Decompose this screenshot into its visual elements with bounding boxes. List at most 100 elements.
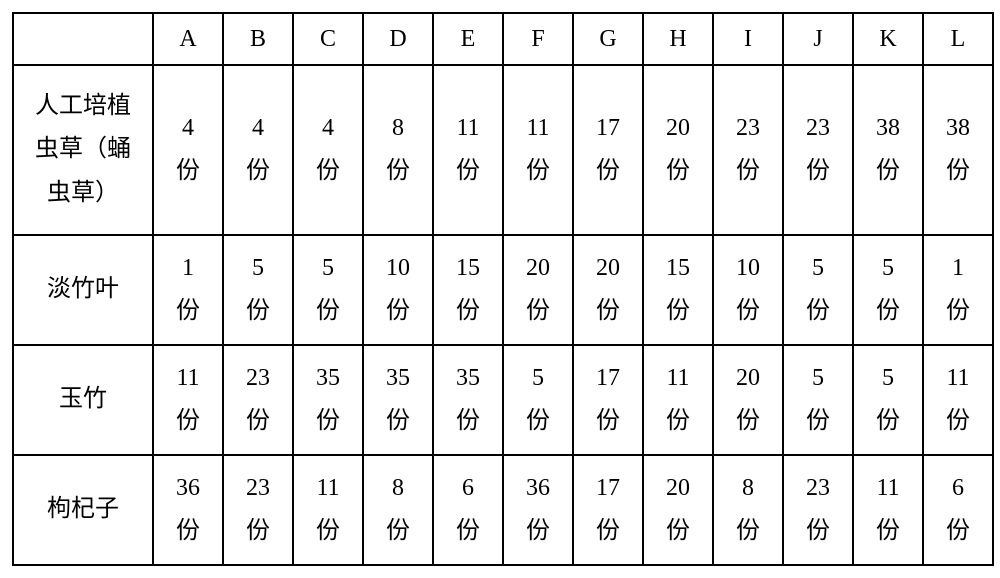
- cell: 6份: [923, 455, 993, 565]
- cell-unit: 份: [228, 510, 288, 553]
- cell-unit: 份: [788, 400, 848, 443]
- cell: 10份: [363, 235, 433, 345]
- cell: 23份: [783, 65, 853, 235]
- cell-value: 23: [788, 467, 848, 510]
- cell: 35份: [433, 345, 503, 455]
- cell: 20份: [643, 455, 713, 565]
- cell: 23份: [783, 455, 853, 565]
- cell-value: 35: [368, 357, 428, 400]
- cell-value: 11: [858, 467, 918, 510]
- cell-unit: 份: [648, 400, 708, 443]
- cell-value: 11: [648, 357, 708, 400]
- cell-value: 23: [718, 107, 778, 150]
- cell-value: 11: [298, 467, 358, 510]
- cell-unit: 份: [438, 510, 498, 553]
- cell: 17份: [573, 455, 643, 565]
- cell: 15份: [433, 235, 503, 345]
- cell: 23份: [713, 65, 783, 235]
- col-header: F: [503, 13, 573, 65]
- cell: 5份: [223, 235, 293, 345]
- cell: 5份: [853, 235, 923, 345]
- cell-value: 20: [508, 247, 568, 290]
- cell-unit: 份: [228, 150, 288, 193]
- cell-unit: 份: [858, 510, 918, 553]
- col-header: D: [363, 13, 433, 65]
- table-row: 淡竹叶 1份 5份 5份 10份 15份 20份 20份 15份 10份 5份 …: [13, 235, 993, 345]
- cell-value: 5: [508, 357, 568, 400]
- cell-value: 20: [578, 247, 638, 290]
- cell: 4份: [223, 65, 293, 235]
- col-header: E: [433, 13, 503, 65]
- cell: 20份: [573, 235, 643, 345]
- cell-unit: 份: [928, 150, 988, 193]
- col-header: H: [643, 13, 713, 65]
- cell-unit: 份: [648, 290, 708, 333]
- cell-unit: 份: [928, 290, 988, 333]
- cell: 23份: [223, 455, 293, 565]
- cell: 11份: [503, 65, 573, 235]
- cell-value: 1: [158, 247, 218, 290]
- row-label: 玉竹: [13, 345, 153, 455]
- cell: 20份: [713, 345, 783, 455]
- cell: 4份: [153, 65, 223, 235]
- cell-value: 10: [368, 247, 428, 290]
- cell-unit: 份: [718, 400, 778, 443]
- row-label: 淡竹叶: [13, 235, 153, 345]
- cell: 5份: [853, 345, 923, 455]
- cell: 8份: [713, 455, 783, 565]
- cell-value: 38: [858, 107, 918, 150]
- cell-value: 4: [298, 107, 358, 150]
- cell: 11份: [923, 345, 993, 455]
- cell-value: 5: [788, 357, 848, 400]
- header-blank: [13, 13, 153, 65]
- cell-unit: 份: [158, 290, 218, 333]
- row-label-line: 人工培植: [18, 85, 148, 128]
- row-label-line: 虫草）: [18, 172, 148, 215]
- cell-unit: 份: [158, 150, 218, 193]
- cell-unit: 份: [928, 510, 988, 553]
- col-header: A: [153, 13, 223, 65]
- cell-value: 23: [228, 467, 288, 510]
- cell-unit: 份: [648, 510, 708, 553]
- cell-value: 23: [228, 357, 288, 400]
- cell-unit: 份: [788, 290, 848, 333]
- cell-value: 8: [368, 107, 428, 150]
- row-label-line: 虫草（蛹: [18, 128, 148, 171]
- cell-value: 5: [858, 357, 918, 400]
- cell: 15份: [643, 235, 713, 345]
- table-row: 玉竹 11份 23份 35份 35份 35份 5份 17份 11份 20份 5份…: [13, 345, 993, 455]
- cell-unit: 份: [368, 400, 428, 443]
- cell-unit: 份: [508, 510, 568, 553]
- cell-value: 11: [928, 357, 988, 400]
- cell: 1份: [923, 235, 993, 345]
- cell-value: 5: [228, 247, 288, 290]
- col-header: G: [573, 13, 643, 65]
- col-header: K: [853, 13, 923, 65]
- col-header: L: [923, 13, 993, 65]
- cell-value: 36: [158, 467, 218, 510]
- cell-unit: 份: [578, 290, 638, 333]
- cell-value: 8: [718, 467, 778, 510]
- cell: 36份: [153, 455, 223, 565]
- cell-value: 8: [368, 467, 428, 510]
- col-header: C: [293, 13, 363, 65]
- cell-value: 6: [928, 467, 988, 510]
- cell-unit: 份: [858, 400, 918, 443]
- cell-value: 15: [648, 247, 708, 290]
- cell-unit: 份: [228, 400, 288, 443]
- col-header: J: [783, 13, 853, 65]
- cell-unit: 份: [788, 150, 848, 193]
- cell: 10份: [713, 235, 783, 345]
- cell-unit: 份: [158, 510, 218, 553]
- cell-unit: 份: [648, 150, 708, 193]
- cell: 5份: [783, 345, 853, 455]
- row-label: 人工培植 虫草（蛹 虫草）: [13, 65, 153, 235]
- cell: 35份: [293, 345, 363, 455]
- cell-value: 5: [298, 247, 358, 290]
- cell: 38份: [853, 65, 923, 235]
- ingredients-table: A B C D E F G H I J K L 人工培植 虫草（蛹 虫草） 4份…: [12, 12, 994, 566]
- cell: 36份: [503, 455, 573, 565]
- cell: 1份: [153, 235, 223, 345]
- cell-unit: 份: [368, 290, 428, 333]
- cell: 8份: [363, 455, 433, 565]
